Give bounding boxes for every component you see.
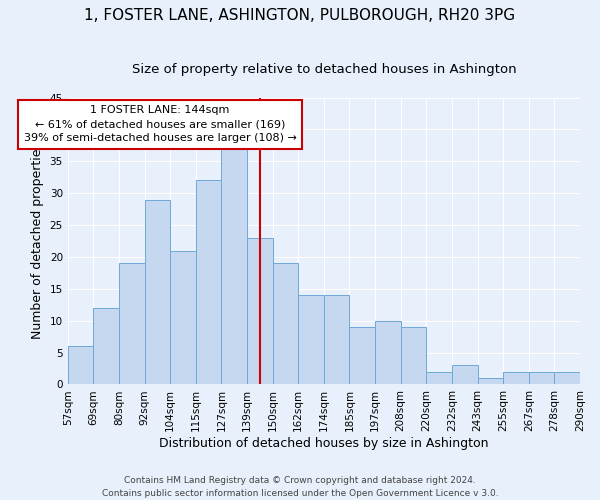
Bar (452, 366, 478, 384)
Bar (247, 238, 272, 384)
Bar (375, 320, 401, 384)
Bar (272, 264, 298, 384)
Bar (170, 250, 196, 384)
Bar (119, 264, 145, 384)
Text: Contains HM Land Registry data © Crown copyright and database right 2024.
Contai: Contains HM Land Registry data © Crown c… (101, 476, 499, 498)
Bar (196, 180, 221, 384)
Bar (529, 372, 554, 384)
Title: Size of property relative to detached houses in Ashington: Size of property relative to detached ho… (131, 62, 516, 76)
Bar (298, 295, 324, 384)
Bar (503, 372, 529, 384)
Bar (478, 378, 503, 384)
Bar (349, 327, 375, 384)
Bar (324, 295, 349, 384)
Bar (427, 372, 452, 384)
Bar (221, 148, 247, 384)
Bar (145, 200, 170, 384)
Bar (401, 327, 427, 384)
Bar (94, 308, 119, 384)
Bar (68, 346, 94, 385)
Text: 1, FOSTER LANE, ASHINGTON, PULBOROUGH, RH20 3PG: 1, FOSTER LANE, ASHINGTON, PULBOROUGH, R… (85, 8, 515, 22)
Y-axis label: Number of detached properties: Number of detached properties (31, 142, 44, 340)
Text: 1 FOSTER LANE: 144sqm
← 61% of detached houses are smaller (169)
39% of semi-det: 1 FOSTER LANE: 144sqm ← 61% of detached … (23, 105, 296, 143)
X-axis label: Distribution of detached houses by size in Ashington: Distribution of detached houses by size … (159, 437, 488, 450)
Bar (554, 372, 580, 384)
